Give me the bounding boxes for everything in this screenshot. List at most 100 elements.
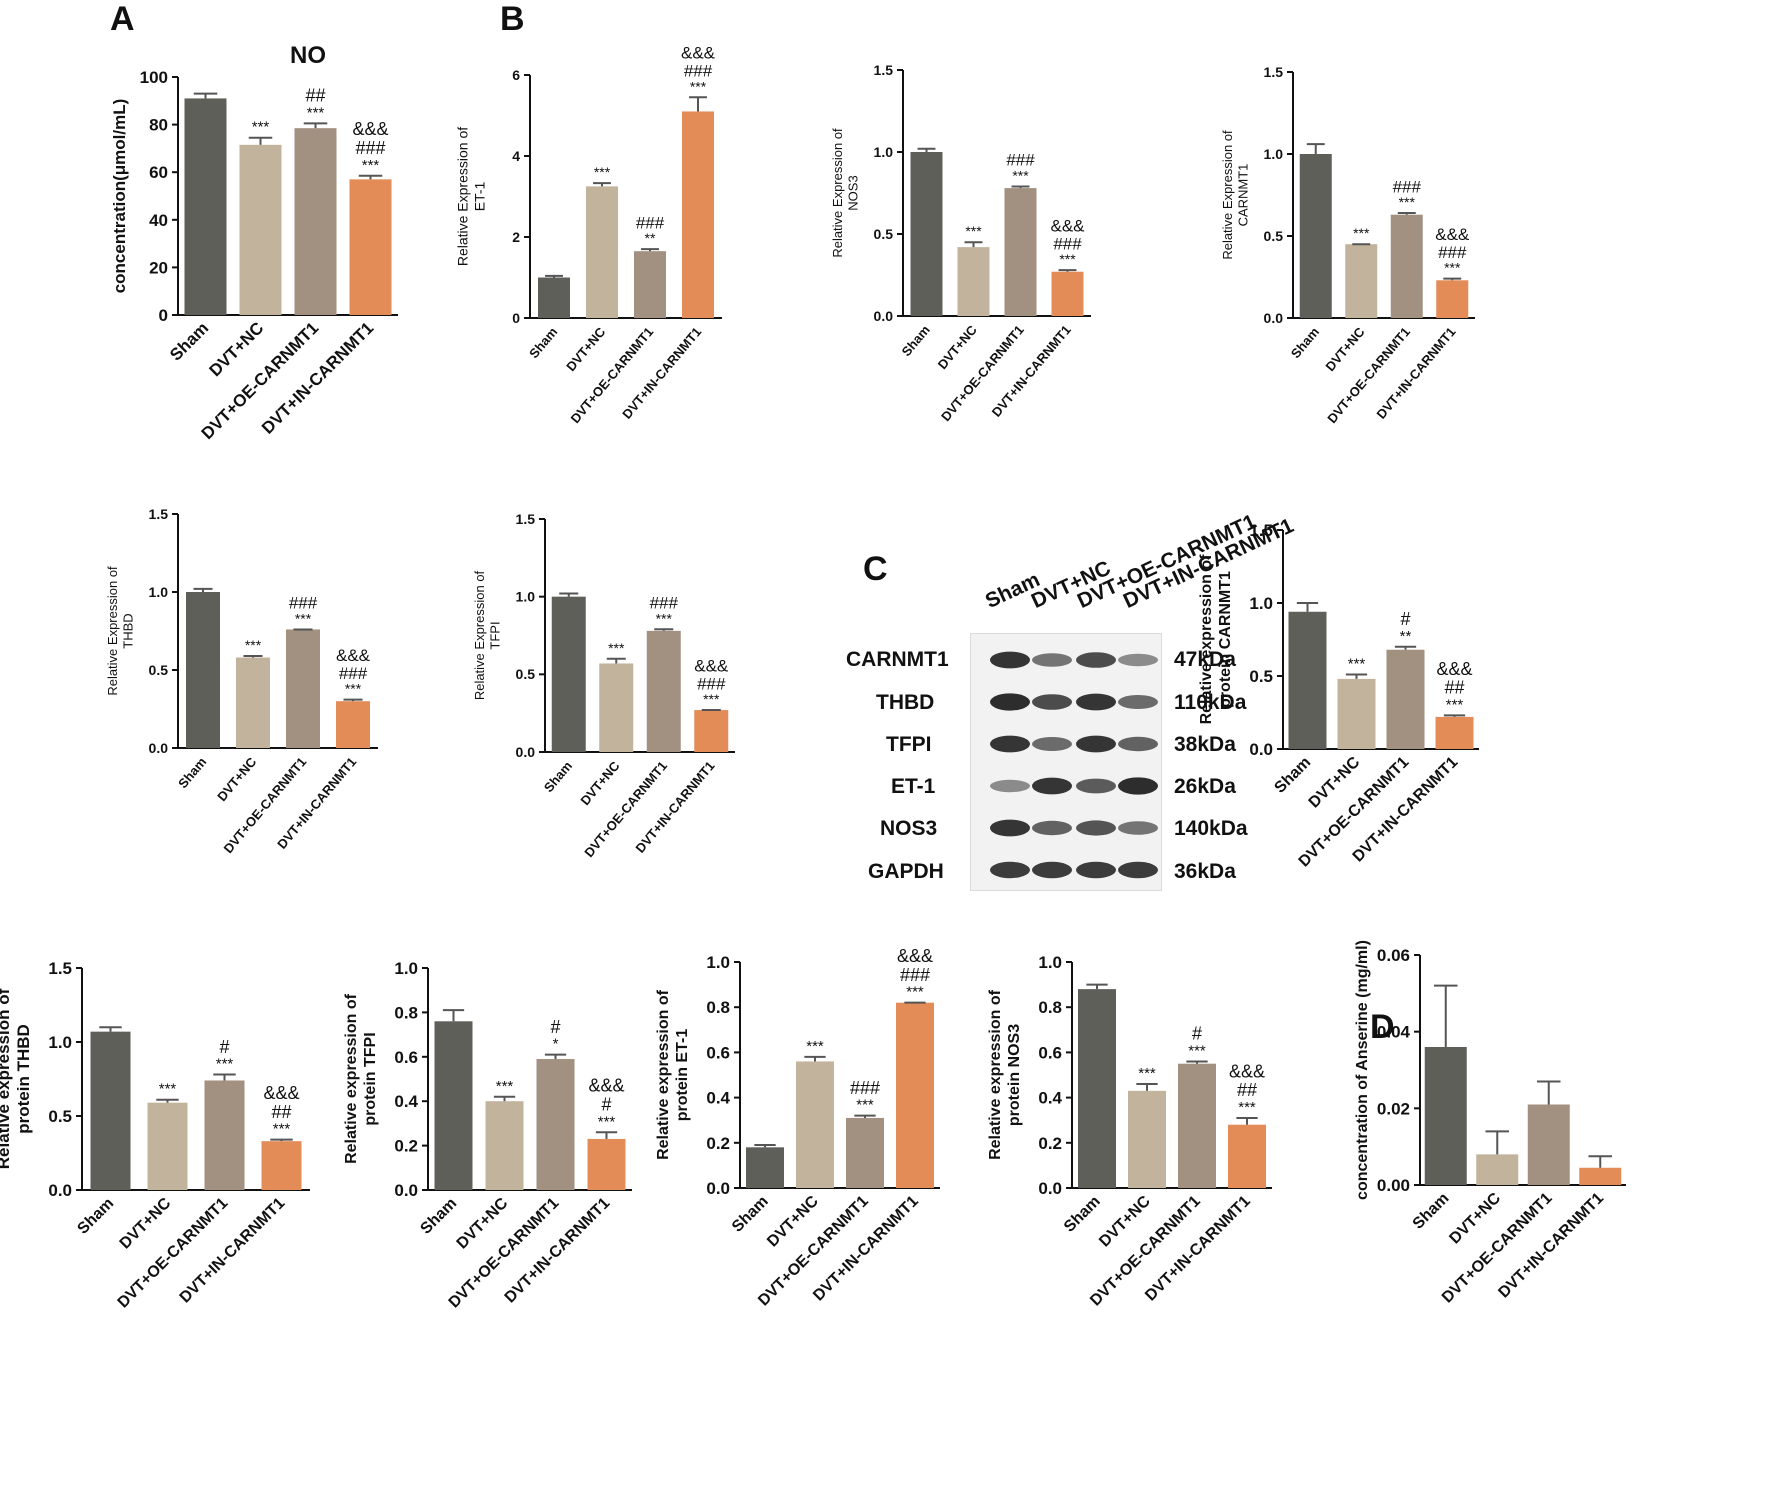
y-tick-label: 0.0	[874, 308, 894, 324]
y-axis-label: concentration(μmol/mL)	[110, 99, 129, 294]
bar	[286, 629, 320, 748]
y-tick-label: 0.6	[706, 1043, 730, 1062]
panel-label-b: B	[500, 0, 525, 38]
significance-mark: ###	[1438, 243, 1467, 262]
bar	[1178, 1063, 1216, 1188]
y-tick-label: 0	[512, 310, 520, 326]
significance-mark: ***	[159, 1081, 177, 1098]
y-tick-label: 80	[149, 116, 168, 135]
bar	[1527, 1104, 1570, 1185]
significance-mark: ***	[656, 610, 673, 626]
x-tick-label: Sham	[899, 322, 933, 359]
blot-size-label: 26kDa	[1174, 775, 1236, 798]
y-axis-label: Relative expression of	[343, 993, 360, 1164]
chart-A-no: 0 20 40 60 80 100 concentration(μmol/mL) NO Sham…	[110, 42, 398, 443]
significance-mark: ***	[703, 691, 720, 707]
bar	[336, 701, 370, 748]
bar	[1345, 244, 1378, 318]
significance-mark: ***	[1059, 251, 1076, 267]
y-tick-label: 1.0	[394, 959, 418, 978]
y-axis-label: Relative Expression of	[105, 566, 120, 696]
significance-mark: ***	[906, 984, 924, 1001]
significance-mark: &&&	[897, 946, 933, 966]
significance-mark: ***	[1353, 225, 1370, 241]
y-tick-label: 1.5	[1249, 521, 1273, 540]
y-axis-label: THBD	[120, 613, 135, 648]
y-tick-label: 1.0	[1264, 146, 1284, 162]
bar	[1078, 989, 1116, 1188]
y-axis-label: concentration of Anserine (mg/ml)	[1354, 940, 1371, 1200]
y-tick-label: 0.5	[516, 666, 536, 682]
significance-mark: ###	[900, 965, 930, 985]
y-tick-label: 0.2	[394, 1137, 418, 1156]
y-axis-label: Relative Expression of	[472, 570, 487, 700]
y-tick-label: 0.06	[1377, 946, 1410, 965]
significance-mark: ***	[307, 104, 325, 121]
y-axis-label: protein THBD	[14, 1024, 33, 1134]
x-tick-label: Sham	[1288, 324, 1322, 361]
significance-mark: ###	[339, 664, 368, 683]
significance-mark: ***	[1138, 1065, 1156, 1082]
bar	[957, 247, 990, 316]
bar	[536, 1059, 575, 1190]
bar	[485, 1101, 524, 1190]
significance-mark: ***	[362, 157, 380, 174]
significance-mark: ###	[1006, 151, 1035, 170]
bar	[682, 111, 714, 318]
y-tick-label: 1.0	[706, 953, 730, 972]
y-tick-label: 0.0	[1038, 1179, 1062, 1198]
y-tick-label: 1.5	[1264, 64, 1284, 80]
significance-mark: ***	[1188, 1042, 1206, 1059]
significance-mark: ###	[289, 594, 318, 613]
x-tick-label: DVT+IN-CARNMT1	[989, 322, 1074, 419]
y-tick-label: 40	[149, 211, 168, 230]
significance-mark: ***	[594, 164, 611, 180]
bar	[1579, 1167, 1622, 1185]
x-tick-label: DVT+IN-CARNMT1	[177, 1195, 289, 1307]
bar	[846, 1117, 884, 1188]
bar	[634, 251, 666, 318]
y-axis-label: ET-1	[471, 182, 487, 212]
bar	[239, 144, 282, 315]
y-axis-label: Relative expression of	[655, 989, 672, 1160]
bar	[646, 630, 681, 752]
y-tick-label: 4	[512, 148, 520, 164]
significance-mark: ###	[697, 674, 726, 693]
bar	[1128, 1090, 1166, 1188]
y-tick-label: 0.5	[149, 662, 169, 678]
y-tick-label: 0.4	[394, 1092, 418, 1111]
chart-B-nos3: 0.0 0.5 1.0 1.5 Relative Expression of NOS3 Sh…	[830, 62, 1091, 424]
bar	[1288, 611, 1327, 749]
significance-mark: ##	[1444, 678, 1464, 698]
x-tick-label: DVT+NC	[214, 754, 260, 804]
x-tick-label: Sham	[1410, 1190, 1453, 1233]
bar	[349, 179, 392, 315]
significance-mark: #	[601, 1095, 611, 1115]
bar	[236, 657, 270, 748]
chart-B-et1: 0 2 4 6 Relative Expression of ET-1 Sham *** DVT…	[455, 44, 722, 426]
bar	[1386, 649, 1425, 749]
y-tick-label: 0.04	[1377, 1023, 1411, 1042]
bar	[186, 592, 220, 748]
significance-mark: ###	[684, 62, 713, 81]
bar	[1337, 678, 1376, 749]
bar	[1299, 154, 1332, 318]
significance-mark: &&&	[681, 44, 716, 63]
y-tick-label: 1.0	[1249, 594, 1273, 613]
y-tick-label: 0.0	[706, 1179, 730, 1198]
significance-mark: &&&	[1050, 217, 1085, 236]
bar	[204, 1080, 245, 1190]
y-tick-label: 0.6	[1038, 1043, 1062, 1062]
chart-C-et1: 0.0 0.2 0.4 0.6 0.8 1.0 Relative expression of…	[655, 946, 940, 1309]
chart-C-thbd: 0.0 0.5 1.0 1.5 Relative expression ofprotei…	[0, 959, 310, 1311]
x-tick-label: DVT+OE-CARNMT1	[938, 322, 1027, 424]
blot-size-label: 140kDa	[1174, 817, 1248, 840]
significance-mark: ###	[850, 1078, 880, 1098]
significance-mark: &&&	[694, 657, 729, 676]
significance-mark: ***	[273, 1121, 291, 1138]
chart-B-tfpi: 0.0 0.5 1.0 1.5 Relative Expression of TFPI Sh…	[472, 511, 735, 860]
y-tick-label: 0.0	[149, 740, 169, 756]
y-tick-label: 1.5	[149, 506, 169, 522]
x-tick-label: Sham	[417, 1195, 460, 1238]
